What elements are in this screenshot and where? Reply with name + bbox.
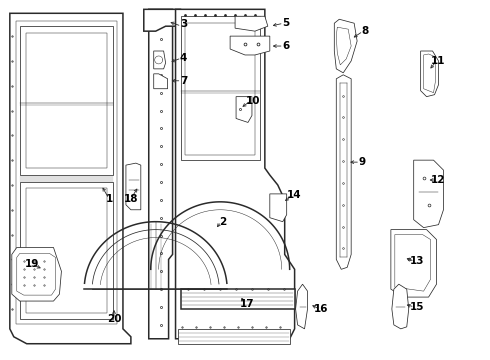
Polygon shape [180,289,294,309]
Polygon shape [154,74,168,89]
Bar [198,16,206,28]
Text: 15: 15 [410,302,424,312]
Text: 17: 17 [240,299,254,309]
Text: 16: 16 [314,304,329,314]
Bar [187,16,195,28]
Polygon shape [10,13,131,344]
Text: 11: 11 [431,56,446,66]
Polygon shape [126,163,141,210]
Polygon shape [12,247,61,301]
Bar [222,16,230,28]
Text: 4: 4 [180,53,187,63]
Polygon shape [154,51,166,69]
Polygon shape [149,9,172,339]
Polygon shape [235,16,268,31]
Text: 6: 6 [282,41,289,51]
Polygon shape [334,19,357,73]
Polygon shape [177,329,290,344]
Bar [246,16,254,28]
Polygon shape [392,284,409,329]
Text: 10: 10 [245,96,260,105]
Polygon shape [420,51,439,96]
Polygon shape [20,26,113,175]
Text: 9: 9 [359,157,366,167]
Polygon shape [336,75,351,269]
Polygon shape [295,284,308,329]
Text: 19: 19 [24,259,39,269]
Polygon shape [230,36,270,55]
Text: 3: 3 [180,19,187,29]
Text: 5: 5 [282,18,289,28]
Bar [210,16,218,28]
Polygon shape [180,16,260,160]
Text: 2: 2 [220,217,227,227]
Polygon shape [175,9,294,339]
Bar [234,16,242,28]
Polygon shape [414,160,443,228]
Text: 13: 13 [410,256,424,266]
Text: 7: 7 [180,76,187,86]
Text: 18: 18 [123,194,138,204]
Polygon shape [236,96,252,122]
Text: 12: 12 [431,175,446,185]
Polygon shape [270,194,287,222]
Polygon shape [391,230,437,297]
Text: 14: 14 [287,190,302,200]
Text: 20: 20 [107,314,121,324]
Text: 1: 1 [105,194,113,204]
Polygon shape [144,9,180,31]
Text: 8: 8 [362,26,368,36]
Polygon shape [20,182,113,319]
